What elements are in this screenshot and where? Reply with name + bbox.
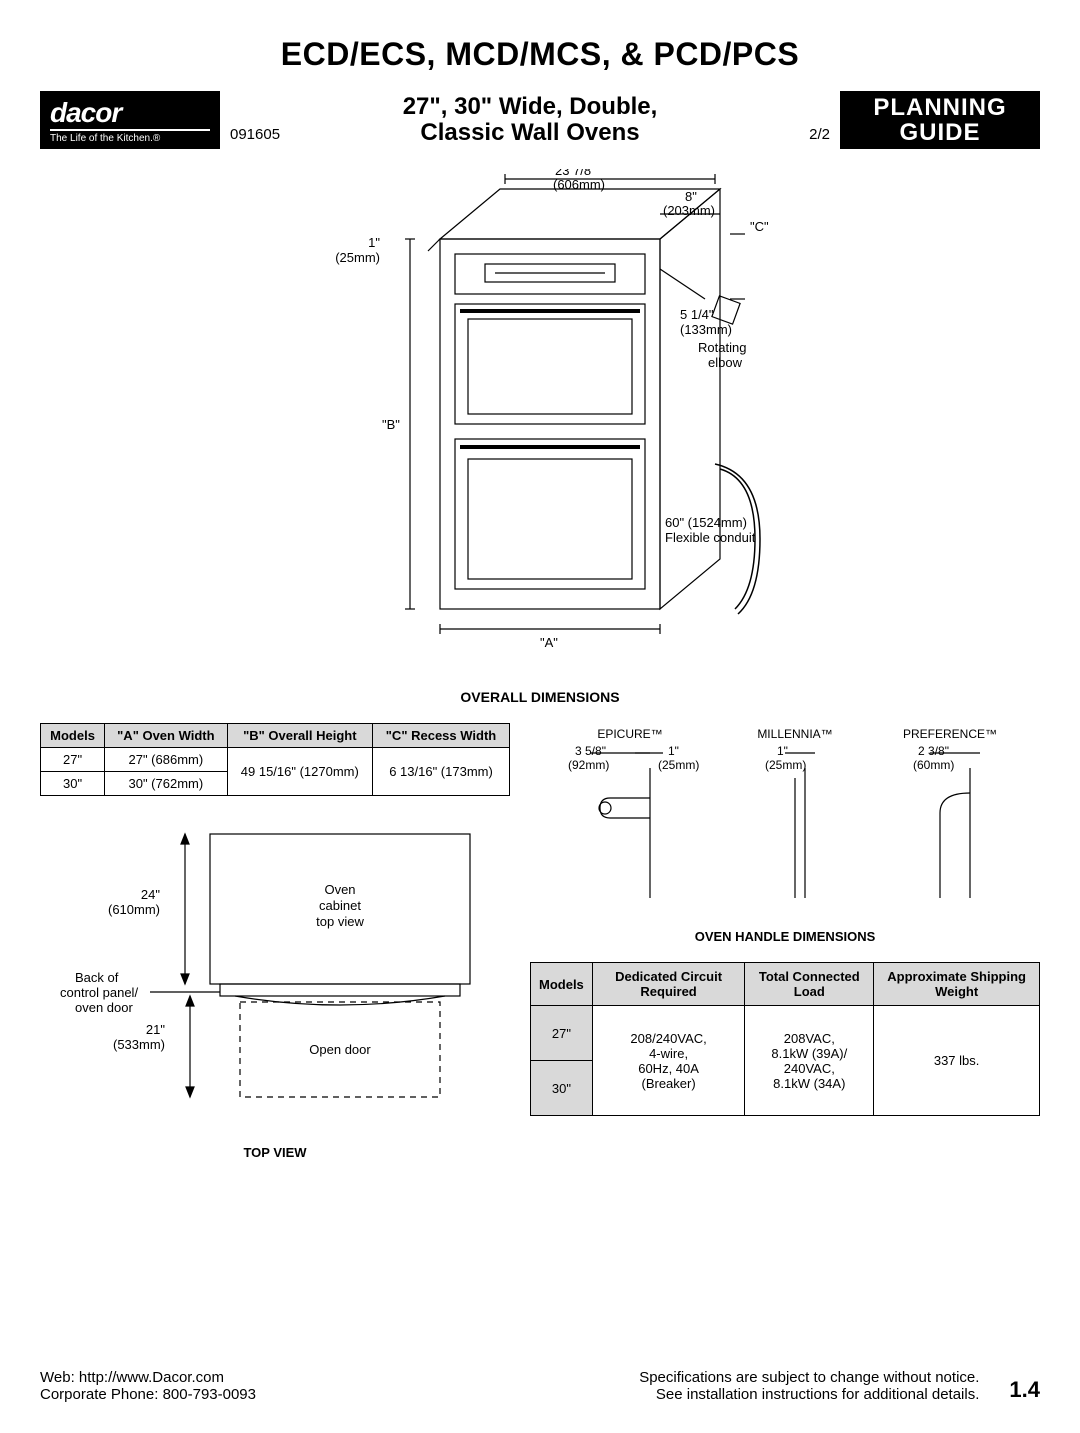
tv-open-door: Open door (309, 1042, 371, 1057)
guide-line2: GUIDE (840, 120, 1040, 145)
doc-number: 091605 (230, 126, 280, 143)
page-fraction: 2/2 (809, 126, 830, 143)
right-column: EPICURE™ MILLENNIA™ PREFERENCE™ (530, 723, 1040, 1160)
top-view-diagram: 24" (610mm) Oven cabinet top view Back o… (40, 814, 510, 1134)
circuit-l4: (Breaker) (641, 1076, 695, 1091)
footer: Web: http://www.Dacor.com Corporate Phon… (40, 1369, 1040, 1403)
dim-right-gap-mm: (203mm) (663, 203, 715, 218)
tv-cab1: Oven (324, 882, 355, 897)
label-elbow: elbow (708, 355, 743, 370)
tv-door-depth-mm: (533mm) (113, 1037, 165, 1052)
tv-cab2: cabinet (319, 898, 361, 913)
dim-a-label: "A" (540, 635, 558, 650)
product-title: 27", 30" Wide, Double, Classic Wall Oven… (403, 94, 658, 147)
cell-a-27: 27" (686mm) (105, 748, 228, 772)
dim-panel-h-mm: (133mm) (680, 322, 732, 337)
cell-a-30: 30" (762mm) (105, 772, 228, 796)
header-bar: dacor The Life of the Kitchen.® 091605 2… (40, 91, 1040, 149)
electrical-table: Models Dedicated Circuit Required Total … (530, 962, 1040, 1116)
millennia-d1mm: (25mm) (765, 758, 806, 772)
epicure-d2mm: (25mm) (658, 758, 699, 772)
footer-note2: See installation instructions for additi… (639, 1386, 979, 1403)
epicure-d1: 3 5/8" (575, 744, 606, 758)
dim-panel-h: 5 1/4" (680, 307, 714, 322)
handle-diagram: EPICURE™ MILLENNIA™ PREFERENCE™ (540, 723, 1030, 923)
dim-top-width-mm: (606mm) (553, 177, 605, 192)
brand-tagline: The Life of the Kitchen.® (50, 133, 210, 144)
main-oven-diagram: 23 7/8" (606mm) 8" (203mm) "C" 1" (25mm)… (260, 169, 820, 659)
brand-name: dacor (50, 99, 210, 131)
header-logo: dacor The Life of the Kitchen.® (40, 91, 220, 149)
dim-left-1in: 1" (368, 235, 380, 250)
footer-phone: Corporate Phone: 800-793-0093 (40, 1386, 256, 1403)
left-column: Models "A" Oven Width "B" Overall Height… (40, 723, 510, 1160)
cell-model-30: 30" (41, 772, 105, 796)
footer-web: Web: http://www.Dacor.com (40, 1369, 256, 1386)
title-line1: 27", 30" Wide, Double, (403, 93, 658, 120)
load-l4: 8.1kW (34A) (773, 1076, 845, 1091)
ecell-model30: 30" (531, 1061, 593, 1116)
ecell-model27: 27" (531, 1006, 593, 1061)
circuit-l3: 60Hz, 40A (638, 1061, 699, 1076)
page-title: ECD/ECS, MCD/MCS, & PCD/PCS (0, 36, 1080, 73)
tv-depth: 24" (141, 887, 160, 902)
handle-epicure-name: EPICURE™ (597, 727, 662, 741)
tv-door-depth: 21" (146, 1022, 165, 1037)
th-a: "A" Oven Width (105, 724, 228, 748)
cell-model-27: 27" (41, 748, 105, 772)
header-center: 091605 27", 30" Wide, Double, Classic Wa… (220, 91, 840, 149)
preference-d1mm: (60mm) (913, 758, 954, 772)
tv-cab3: top view (316, 914, 364, 929)
footer-right: Specifications are subject to change wit… (639, 1369, 1040, 1403)
mid-section: Models "A" Oven Width "B" Overall Height… (40, 723, 1040, 1160)
eth-models: Models (531, 963, 593, 1006)
dim-b-label: "B" (382, 417, 400, 432)
ecell-circuit: 208/240VAC, 4-wire, 60Hz, 40A (Breaker) (592, 1006, 745, 1116)
preference-d1: 2 3/8" (918, 744, 949, 758)
load-l1: 208VAC, (784, 1031, 835, 1046)
top-view-caption: TOP VIEW (40, 1145, 510, 1160)
tv-depth-mm: (610mm) (108, 902, 160, 917)
handle-millennia-name: MILLENNIA™ (757, 727, 832, 741)
handle-caption: OVEN HANDLE DIMENSIONS (530, 929, 1040, 944)
th-models: Models (41, 724, 105, 748)
dim-c-label: "C" (750, 219, 769, 234)
millennia-d1: 1" (777, 744, 788, 758)
footer-note1: Specifications are subject to change wit… (639, 1369, 979, 1386)
guide-line1: PLANNING (840, 95, 1040, 120)
circuit-l2: 4-wire, (649, 1046, 688, 1061)
dimensions-table: Models "A" Oven Width "B" Overall Height… (40, 723, 510, 796)
tv-back3: oven door (75, 1000, 133, 1015)
cell-b-merged: 49 15/16" (1270mm) (227, 748, 372, 796)
ecell-weight: 337 lbs. (874, 1006, 1040, 1116)
epicure-d2: 1" (668, 744, 679, 758)
tv-back2: control panel/ (60, 985, 138, 1000)
th-b: "B" Overall Height (227, 724, 372, 748)
title-line2: Classic Wall Ovens (420, 119, 639, 146)
footer-left: Web: http://www.Dacor.com Corporate Phon… (40, 1369, 256, 1403)
circuit-l1: 208/240VAC, (630, 1031, 706, 1046)
dim-right-gap: 8" (685, 189, 697, 204)
eth-circuit: Dedicated Circuit Required (592, 963, 745, 1006)
label-conduit: Flexible conduit (665, 530, 756, 545)
load-l2: 8.1kW (39A)/ (771, 1046, 847, 1061)
eth-weight: Approximate Shipping Weight (874, 963, 1040, 1006)
dim-left-1in-mm: (25mm) (335, 250, 380, 265)
load-l3: 240VAC, (784, 1061, 835, 1076)
th-c: "C" Recess Width (373, 724, 510, 748)
handle-preference-name: PREFERENCE™ (903, 727, 997, 741)
label-conduit-len: 60" (1524mm) (665, 515, 747, 530)
epicure-d1mm: (92mm) (568, 758, 609, 772)
ecell-load: 208VAC, 8.1kW (39A)/ 240VAC, 8.1kW (34A) (745, 1006, 874, 1116)
overall-dim-caption: OVERALL DIMENSIONS (0, 689, 1080, 705)
tv-back1: Back of (75, 970, 119, 985)
cell-c-merged: 6 13/16" (173mm) (373, 748, 510, 796)
label-rotating: Rotating (698, 340, 746, 355)
eth-load: Total Connected Load (745, 963, 874, 1006)
planning-guide-label: PLANNING GUIDE (840, 91, 1040, 149)
footer-pagenum: 1.4 (1009, 1377, 1040, 1403)
